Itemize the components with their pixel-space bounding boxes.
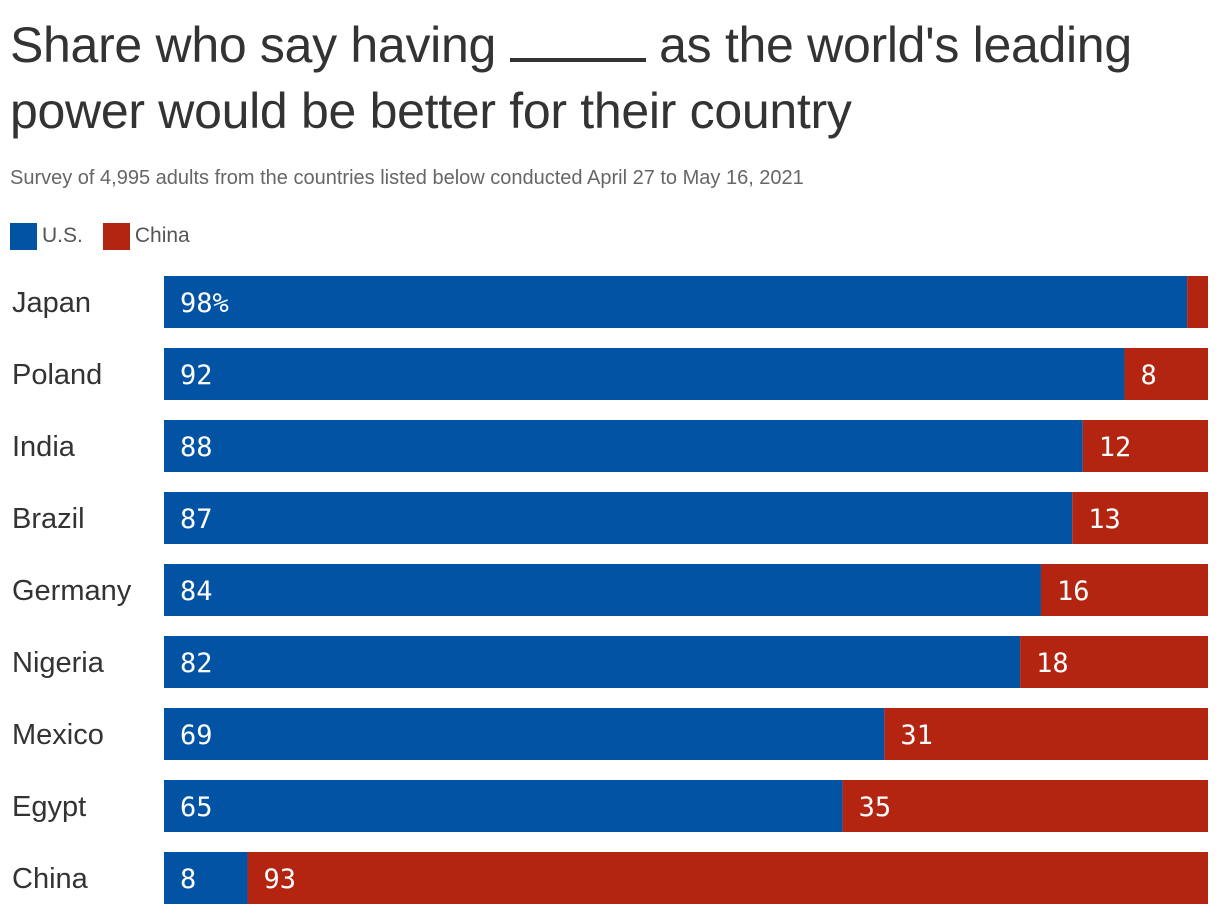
value-label-u-s-egypt: 65 bbox=[180, 792, 213, 823]
value-label-china-mexico: 31 bbox=[900, 720, 933, 751]
legend-label-us: U.S. bbox=[42, 224, 83, 247]
category-label-japan: Japan bbox=[12, 287, 91, 319]
bar-u-s-nigeria bbox=[164, 636, 1021, 688]
value-label-china-china: 93 bbox=[264, 864, 297, 895]
value-label-u-s-mexico: 69 bbox=[180, 720, 213, 751]
value-label-u-s-brazil: 87 bbox=[180, 504, 213, 535]
bar-u-s-germany bbox=[164, 564, 1041, 616]
bar-u-s-mexico bbox=[164, 708, 885, 760]
value-label-china-brazil: 13 bbox=[1088, 504, 1121, 535]
legend: U.S. China bbox=[10, 222, 210, 250]
value-label-u-s-japan: 98% bbox=[180, 288, 229, 319]
category-label-india: India bbox=[12, 431, 76, 463]
bar-u-s-china bbox=[164, 852, 248, 904]
chart-subtitle: Survey of 4,995 adults from the countrie… bbox=[10, 167, 804, 189]
bar-china-japan bbox=[1187, 276, 1208, 328]
bar-china-germany bbox=[1040, 564, 1208, 616]
value-label-china-india: 12 bbox=[1099, 432, 1132, 463]
bar-u-s-egypt bbox=[164, 780, 843, 832]
category-label-mexico: Mexico bbox=[12, 719, 104, 751]
value-label-u-s-china: 8 bbox=[180, 864, 196, 895]
bar-china-india bbox=[1082, 420, 1208, 472]
value-label-u-s-india: 88 bbox=[180, 432, 213, 463]
bar-china-brazil bbox=[1072, 492, 1208, 544]
bar-u-s-india bbox=[164, 420, 1083, 472]
bar-china-egypt bbox=[842, 780, 1208, 832]
value-label-u-s-poland: 92 bbox=[180, 360, 213, 391]
value-label-china-nigeria: 18 bbox=[1036, 648, 1069, 679]
value-label-u-s-nigeria: 82 bbox=[180, 648, 213, 679]
category-label-brazil: Brazil bbox=[12, 503, 85, 535]
chart-title: Share who say having as the world's lead… bbox=[10, 12, 1210, 144]
bar-u-s-japan bbox=[164, 276, 1188, 328]
value-label-china-egypt: 35 bbox=[859, 792, 892, 823]
category-label-poland: Poland bbox=[12, 359, 102, 391]
value-label-china-poland: 8 bbox=[1140, 360, 1156, 391]
legend-swatch-china bbox=[102, 222, 130, 250]
bar-china-poland bbox=[1124, 348, 1208, 400]
category-label-egypt: Egypt bbox=[12, 791, 86, 823]
bar-china-mexico bbox=[884, 708, 1208, 760]
value-label-u-s-germany: 84 bbox=[180, 576, 213, 607]
bar-u-s-brazil bbox=[164, 492, 1073, 544]
value-label-china-germany: 16 bbox=[1057, 576, 1090, 607]
bar-u-s-poland bbox=[164, 348, 1125, 400]
legend-swatch-us bbox=[10, 222, 37, 250]
legend-item-china: China bbox=[102, 222, 190, 250]
bar-china-nigeria bbox=[1020, 636, 1208, 688]
legend-item-us: U.S. bbox=[10, 222, 83, 250]
category-label-germany: Germany bbox=[12, 575, 132, 607]
title-blank bbox=[509, 14, 646, 62]
category-label-nigeria: Nigeria bbox=[12, 647, 105, 679]
bar-china-china bbox=[247, 852, 1208, 904]
legend-label-china: China bbox=[134, 224, 190, 247]
category-label-china: China bbox=[12, 863, 89, 895]
